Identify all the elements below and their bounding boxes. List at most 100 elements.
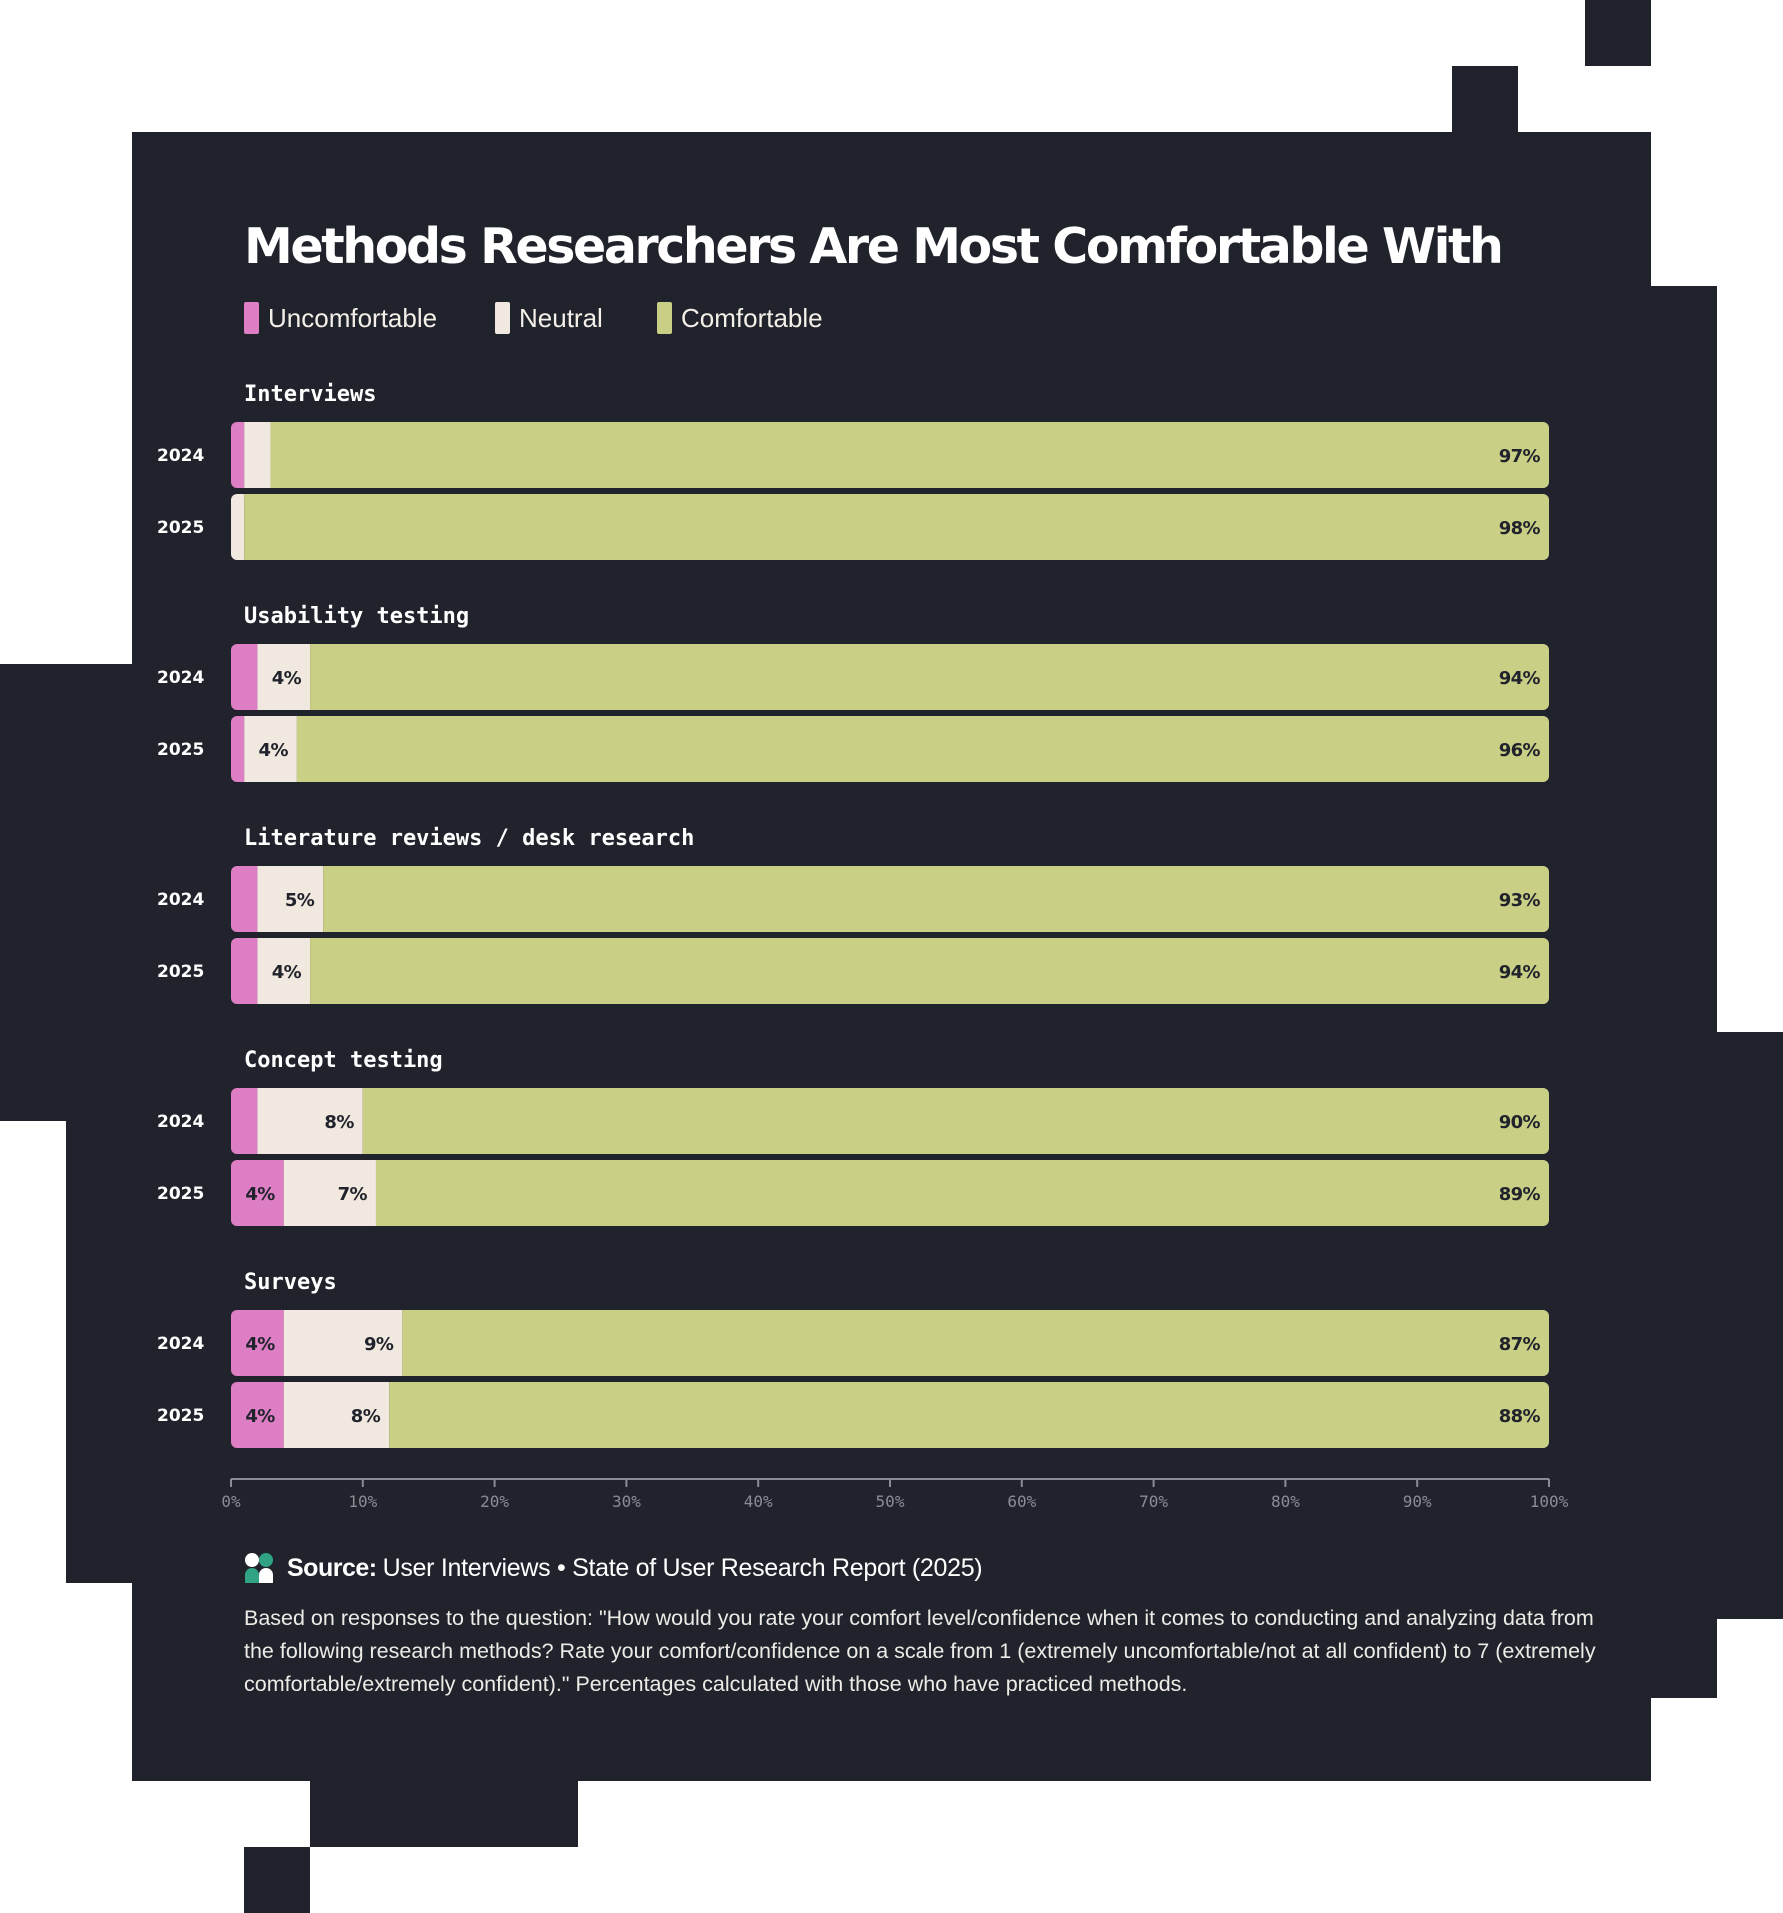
bar-segment-uncomfortable <box>231 644 258 710</box>
decor-block <box>1651 286 1717 1032</box>
x-tick-label: 90% <box>1403 1492 1432 1511</box>
bar-segment-uncomfortable <box>231 716 245 782</box>
decor-block <box>0 664 132 1121</box>
data-label-neutral: 4% <box>272 668 302 689</box>
x-tick-label: 80% <box>1271 1492 1300 1511</box>
bar-segment-comfortable <box>270 422 1549 488</box>
bar-segment-comfortable <box>375 1160 1550 1226</box>
data-label-comfortable: 98% <box>1499 518 1541 539</box>
x-tick-label: 10% <box>348 1492 377 1511</box>
data-label-neutral: 7% <box>338 1184 368 1205</box>
decor-block <box>310 1781 578 1847</box>
bar-segment-uncomfortable <box>231 1310 284 1376</box>
data-label-neutral: 9% <box>364 1334 394 1355</box>
year-label: 2025 <box>157 962 204 982</box>
category-label-concept-testing: Concept testing <box>244 1048 443 1073</box>
legend-item-neutral: Neutral <box>495 300 603 336</box>
methodology-note: Based on responses to the question: "How… <box>244 1606 1596 1696</box>
year-label: 2024 <box>157 446 204 466</box>
chart-title: Methods Researchers Are Most Comfortable… <box>244 218 1504 275</box>
data-label-uncomfortable: 4% <box>245 1334 275 1355</box>
decor-block <box>66 1121 132 1583</box>
data-label-uncomfortable: 4% <box>245 1184 275 1205</box>
data-label-neutral: 5% <box>285 890 315 911</box>
bar-segment-neutral <box>257 644 311 710</box>
data-label-comfortable: 96% <box>1499 740 1541 761</box>
data-label-neutral: 4% <box>272 962 302 983</box>
bar-segment-uncomfortable <box>231 938 258 1004</box>
bar-segment-comfortable <box>362 1088 1549 1154</box>
bar-segment-uncomfortable <box>231 866 258 932</box>
year-label: 2025 <box>157 518 204 538</box>
year-label: 2024 <box>157 668 204 688</box>
bar-segment-comfortable <box>310 938 1550 1004</box>
decor-block <box>1585 0 1651 66</box>
bar-segment-neutral <box>257 1088 363 1154</box>
bar-segment-neutral <box>283 1310 403 1376</box>
x-tick-label: 20% <box>480 1492 509 1511</box>
footer: Source: User Interviews • State of User … <box>244 1548 1624 1701</box>
data-label-comfortable: 97% <box>1499 446 1541 467</box>
legend-swatch-comfortable <box>657 302 672 334</box>
data-label-comfortable: 90% <box>1499 1112 1541 1133</box>
bar-segment-neutral <box>283 1160 376 1226</box>
decor-block <box>244 1847 310 1913</box>
data-label-uncomfortable: 4% <box>245 1406 275 1427</box>
bar-segment-uncomfortable <box>231 422 245 488</box>
user-interviews-logo-icon <box>245 1553 273 1583</box>
year-label: 2024 <box>157 890 204 910</box>
data-label-comfortable: 94% <box>1499 668 1541 689</box>
decor-block <box>1651 1619 1717 1698</box>
data-label-neutral: 4% <box>259 740 289 761</box>
bar-segment-uncomfortable <box>231 1382 284 1448</box>
year-label: 2024 <box>157 1112 204 1132</box>
category-label-literature-reviews-desk-research: Literature reviews / desk research <box>244 826 694 851</box>
bar-segment-neutral <box>283 1382 390 1448</box>
bar-segment-comfortable <box>402 1310 1550 1376</box>
year-label: 2025 <box>157 1406 204 1426</box>
category-label-surveys: Surveys <box>244 1270 337 1295</box>
legend-swatch-uncomfortable <box>244 302 259 334</box>
x-tick-label: 60% <box>1007 1492 1036 1511</box>
legend-item-comfortable: Comfortable <box>657 300 823 336</box>
bar-segment-comfortable <box>389 1382 1549 1448</box>
bar-segment-neutral <box>231 494 245 560</box>
legend-item-uncomfortable: Uncomfortable <box>244 300 437 336</box>
data-label-comfortable: 89% <box>1499 1184 1541 1205</box>
bar-segment-neutral <box>257 866 324 932</box>
x-tick-label: 100% <box>1530 1492 1569 1511</box>
x-tick-label: 50% <box>876 1492 905 1511</box>
data-label-comfortable: 93% <box>1499 890 1541 911</box>
source-row: Source: User Interviews • State of User … <box>244 1548 1624 1588</box>
x-tick-label: 30% <box>612 1492 641 1511</box>
year-label: 2025 <box>157 740 204 760</box>
legend-label-comfortable: Comfortable <box>681 302 823 333</box>
bar-segment-uncomfortable <box>231 1088 258 1154</box>
decor-block <box>1651 1032 1783 1619</box>
data-label-comfortable: 88% <box>1499 1406 1541 1427</box>
bar-segment-uncomfortable <box>231 1160 284 1226</box>
source-prefix: Source: <box>287 1553 377 1582</box>
bar-segment-neutral <box>244 422 271 488</box>
decor-block <box>1452 66 1518 132</box>
year-label: 2024 <box>157 1334 204 1354</box>
data-label-neutral: 8% <box>324 1112 354 1133</box>
bar-segment-comfortable <box>244 494 1550 560</box>
bar-segment-comfortable <box>323 866 1549 932</box>
bar-segment-neutral <box>244 716 297 782</box>
data-label-comfortable: 94% <box>1499 962 1541 983</box>
x-tick-label: 70% <box>1139 1492 1168 1511</box>
bar-segment-comfortable <box>296 716 1549 782</box>
bar-segment-neutral <box>257 938 311 1004</box>
bar-segment-comfortable <box>310 644 1550 710</box>
source-text: User Interviews • State of User Research… <box>382 1553 983 1582</box>
legend-label-uncomfortable: Uncomfortable <box>268 302 438 333</box>
category-label-interviews: Interviews <box>244 382 376 407</box>
data-label-comfortable: 87% <box>1499 1334 1541 1355</box>
year-label: 2025 <box>157 1184 204 1204</box>
category-label-usability-testing: Usability testing <box>244 604 469 629</box>
x-tick-label: 40% <box>744 1492 773 1511</box>
legend-label-neutral: Neutral <box>519 302 603 333</box>
x-tick-label: 0% <box>221 1492 241 1511</box>
